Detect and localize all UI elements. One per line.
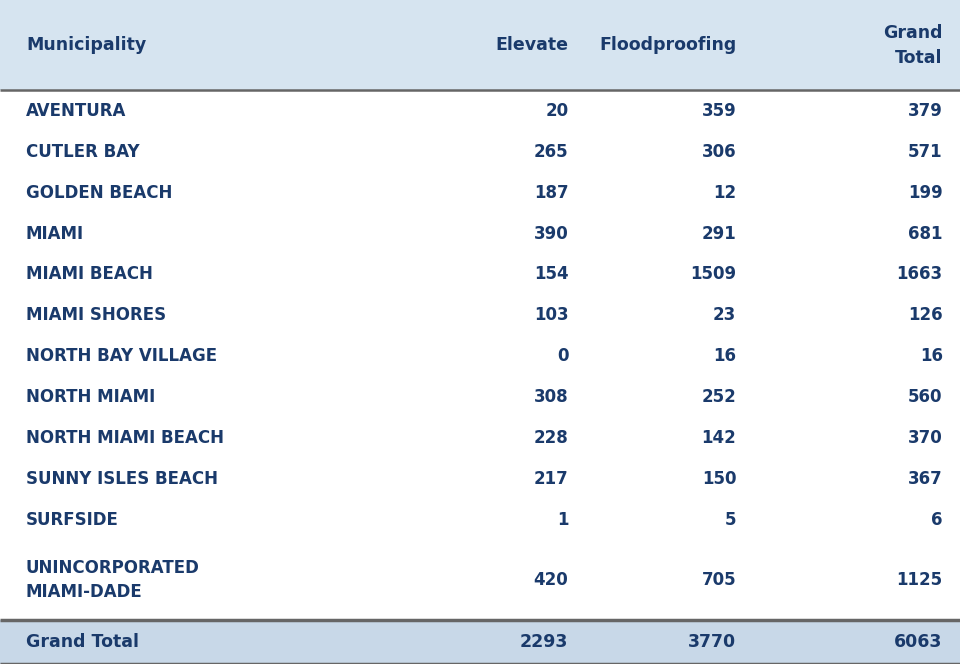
Text: UNINCORPORATED
MIAMI-DADE: UNINCORPORATED MIAMI-DADE — [26, 560, 200, 601]
Text: 681: 681 — [908, 224, 943, 242]
Text: 252: 252 — [702, 388, 736, 406]
Text: 154: 154 — [534, 266, 568, 284]
Text: Grand
Total: Grand Total — [883, 24, 943, 66]
Text: 359: 359 — [702, 102, 736, 120]
Text: 16: 16 — [920, 347, 943, 365]
Text: NORTH MIAMI: NORTH MIAMI — [26, 388, 156, 406]
Text: 390: 390 — [534, 224, 568, 242]
Text: 23: 23 — [713, 306, 736, 324]
Text: 1125: 1125 — [897, 571, 943, 589]
Text: 6: 6 — [931, 511, 943, 529]
Text: NORTH BAY VILLAGE: NORTH BAY VILLAGE — [26, 347, 217, 365]
Text: 142: 142 — [702, 429, 736, 447]
Text: 1663: 1663 — [897, 266, 943, 284]
Text: 12: 12 — [713, 184, 736, 202]
Bar — [0, 499, 960, 540]
Text: Elevate: Elevate — [495, 36, 568, 54]
Text: MIAMI: MIAMI — [26, 224, 84, 242]
Text: 217: 217 — [534, 470, 568, 488]
Text: Floodproofing: Floodproofing — [599, 36, 736, 54]
Text: MIAMI BEACH: MIAMI BEACH — [26, 266, 153, 284]
Bar — [0, 213, 960, 254]
Bar — [0, 418, 960, 459]
Text: NORTH MIAMI BEACH: NORTH MIAMI BEACH — [26, 429, 224, 447]
Text: SUNNY ISLES BEACH: SUNNY ISLES BEACH — [26, 470, 218, 488]
Text: 3770: 3770 — [688, 633, 736, 651]
Text: 187: 187 — [534, 184, 568, 202]
Text: SURFSIDE: SURFSIDE — [26, 511, 119, 529]
Text: 370: 370 — [908, 429, 943, 447]
Bar — [0, 295, 960, 336]
Text: 6063: 6063 — [895, 633, 943, 651]
Text: 308: 308 — [534, 388, 568, 406]
Bar — [0, 540, 960, 620]
Text: 103: 103 — [534, 306, 568, 324]
Bar — [0, 90, 960, 131]
Text: 16: 16 — [713, 347, 736, 365]
Text: 571: 571 — [908, 143, 943, 161]
Text: 420: 420 — [534, 571, 568, 589]
Bar — [0, 131, 960, 172]
Text: 126: 126 — [908, 306, 943, 324]
Text: 306: 306 — [702, 143, 736, 161]
Text: 379: 379 — [908, 102, 943, 120]
Text: CUTLER BAY: CUTLER BAY — [26, 143, 139, 161]
Text: 1509: 1509 — [690, 266, 736, 284]
Text: 367: 367 — [908, 470, 943, 488]
Bar — [0, 459, 960, 499]
Text: Municipality: Municipality — [26, 36, 146, 54]
Bar — [0, 0, 960, 90]
Text: 291: 291 — [702, 224, 736, 242]
Text: 0: 0 — [557, 347, 568, 365]
Text: 560: 560 — [908, 388, 943, 406]
Text: 705: 705 — [702, 571, 736, 589]
Text: 2293: 2293 — [520, 633, 568, 651]
Text: 5: 5 — [725, 511, 736, 529]
Text: GOLDEN BEACH: GOLDEN BEACH — [26, 184, 172, 202]
Bar — [0, 172, 960, 213]
Bar — [0, 620, 960, 664]
Text: 199: 199 — [908, 184, 943, 202]
Bar — [0, 336, 960, 376]
Bar — [0, 376, 960, 418]
Text: AVENTURA: AVENTURA — [26, 102, 127, 120]
Text: 150: 150 — [702, 470, 736, 488]
Text: 1: 1 — [557, 511, 568, 529]
Text: Grand Total: Grand Total — [26, 633, 139, 651]
Text: 20: 20 — [545, 102, 568, 120]
Text: 265: 265 — [534, 143, 568, 161]
Text: 228: 228 — [534, 429, 568, 447]
Text: MIAMI SHORES: MIAMI SHORES — [26, 306, 166, 324]
Bar — [0, 254, 960, 295]
